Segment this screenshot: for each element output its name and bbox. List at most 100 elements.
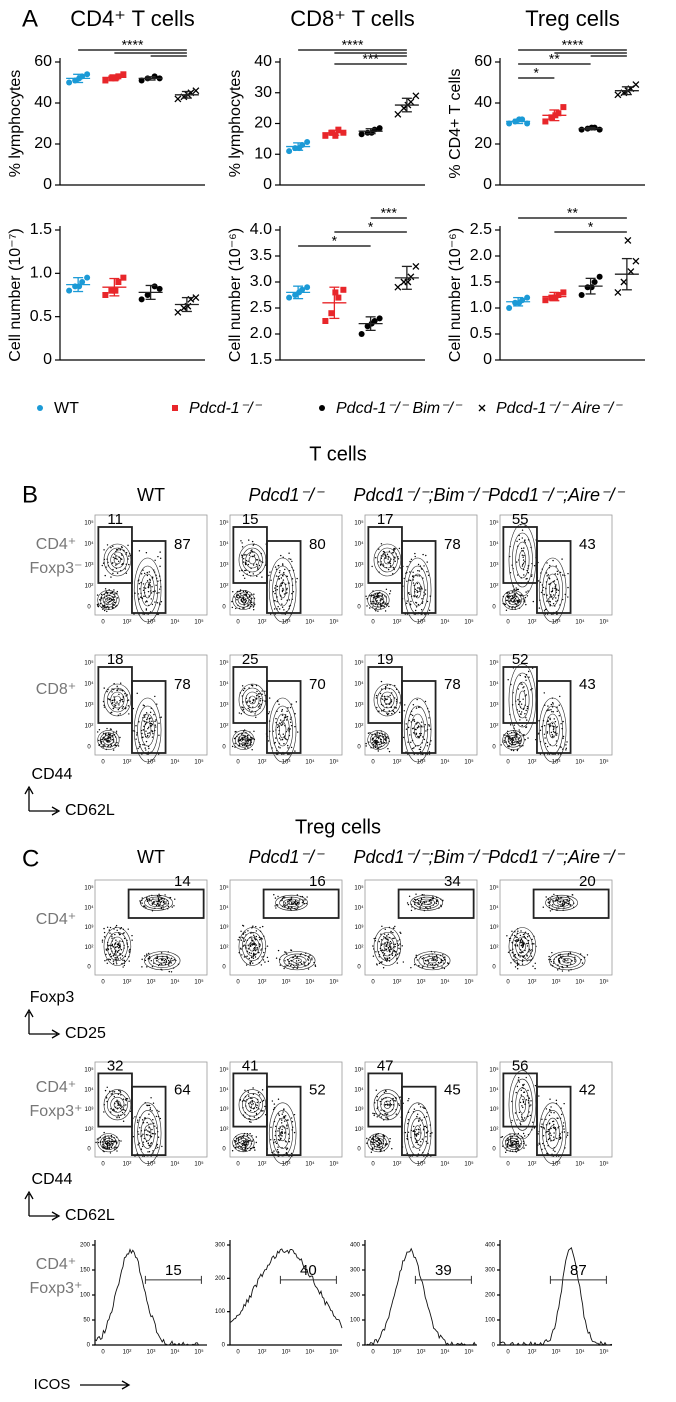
event-dot <box>371 1148 374 1151</box>
event-dot <box>382 943 384 945</box>
event-dot <box>242 937 244 939</box>
event-dot <box>261 690 263 692</box>
event-dot <box>240 733 243 735</box>
event-dot <box>277 1135 280 1137</box>
event-dot <box>147 586 149 588</box>
event-dot <box>554 1150 556 1153</box>
event-dot <box>516 964 519 966</box>
event-dot <box>556 710 558 713</box>
event-dot <box>417 706 420 708</box>
event-dot <box>383 936 385 938</box>
event-dot <box>504 603 507 606</box>
event-dot <box>138 598 140 600</box>
event-dot <box>508 592 510 594</box>
event-dot <box>113 1109 115 1111</box>
event-dot <box>131 939 133 941</box>
event-dot <box>103 1138 105 1140</box>
event-dot <box>383 1091 386 1094</box>
x-tick-label: 10³ <box>417 1162 426 1168</box>
event-dot <box>516 561 518 563</box>
event-dot <box>416 591 419 594</box>
event-dot <box>372 1112 374 1115</box>
event-dot <box>412 579 414 581</box>
event-dot <box>109 1152 112 1154</box>
event-dot <box>373 1114 375 1117</box>
contour <box>557 900 566 905</box>
contour <box>137 1110 159 1157</box>
event-dot <box>143 905 145 907</box>
event-dot <box>378 736 380 738</box>
y-tick-label: 10³ <box>355 563 364 569</box>
contour <box>272 565 294 615</box>
x-tick-label: 10² <box>123 1350 132 1356</box>
x-tick-label: 10² <box>123 980 132 986</box>
event-dot <box>425 1125 427 1128</box>
event-dot <box>116 549 118 551</box>
event-dot <box>151 736 154 738</box>
event-dot <box>375 694 378 697</box>
event-dot <box>527 590 529 592</box>
event-dot <box>154 1125 156 1127</box>
event-dot <box>151 586 153 588</box>
x-tick-label: 10⁵ <box>599 619 609 626</box>
contour <box>279 896 304 909</box>
contour <box>107 931 128 962</box>
event-dot <box>386 713 389 716</box>
event-dot <box>147 1130 149 1132</box>
event-dot <box>247 700 249 702</box>
event-dot <box>112 598 114 601</box>
event-dot <box>148 1145 151 1147</box>
event-dot <box>417 722 419 724</box>
event-dot <box>244 1145 247 1147</box>
event-dot <box>281 1135 283 1137</box>
y-axis-label: CD44 <box>32 766 73 783</box>
event-dot <box>294 713 296 715</box>
event-dot <box>103 931 106 934</box>
event-dot <box>555 1099 558 1102</box>
event-dot <box>523 554 525 557</box>
event-dot <box>551 722 554 725</box>
event-dot <box>441 959 443 962</box>
event-dot <box>142 743 144 746</box>
event-dot <box>390 700 393 703</box>
event-dot <box>549 564 551 567</box>
event-dot <box>238 936 241 939</box>
event-dot <box>111 943 114 946</box>
event-dot <box>242 597 245 600</box>
event-dot <box>122 1120 125 1122</box>
event-dot <box>405 602 408 605</box>
event-dot <box>383 605 385 608</box>
event-dot <box>146 1104 149 1107</box>
y-tick-label: 0 <box>87 605 91 611</box>
y-tick-label: 200 <box>350 1293 361 1299</box>
event-dot <box>549 717 551 720</box>
event-dot <box>121 546 123 549</box>
y-tick-label: 10² <box>85 724 94 730</box>
event-dot <box>406 600 408 602</box>
event-dot <box>369 732 371 734</box>
event-dot <box>522 562 525 564</box>
event-dot <box>561 970 564 972</box>
event-dot <box>527 1089 529 1092</box>
y-tick-label: 10⁴ <box>219 1086 229 1093</box>
event-dot <box>553 718 555 720</box>
legend-label: Pdcd-1⁻/⁻ <box>189 400 263 417</box>
event-dot <box>515 587 517 589</box>
event-dot <box>266 956 269 959</box>
event-dot <box>284 737 286 739</box>
event-dot <box>518 1111 521 1114</box>
contour <box>152 955 172 966</box>
event-dot <box>273 894 275 896</box>
contour <box>140 713 155 747</box>
event-dot <box>114 1141 117 1143</box>
event-dot <box>147 1151 149 1153</box>
event-dot <box>278 608 281 610</box>
contour <box>367 1133 390 1153</box>
event-dot <box>140 1148 143 1150</box>
event-dot <box>147 732 149 735</box>
y-tick-label: 10² <box>355 945 364 951</box>
event-dot <box>521 940 524 942</box>
event-dot <box>152 1119 154 1121</box>
gate <box>266 1085 302 1156</box>
event-dot <box>282 556 284 558</box>
